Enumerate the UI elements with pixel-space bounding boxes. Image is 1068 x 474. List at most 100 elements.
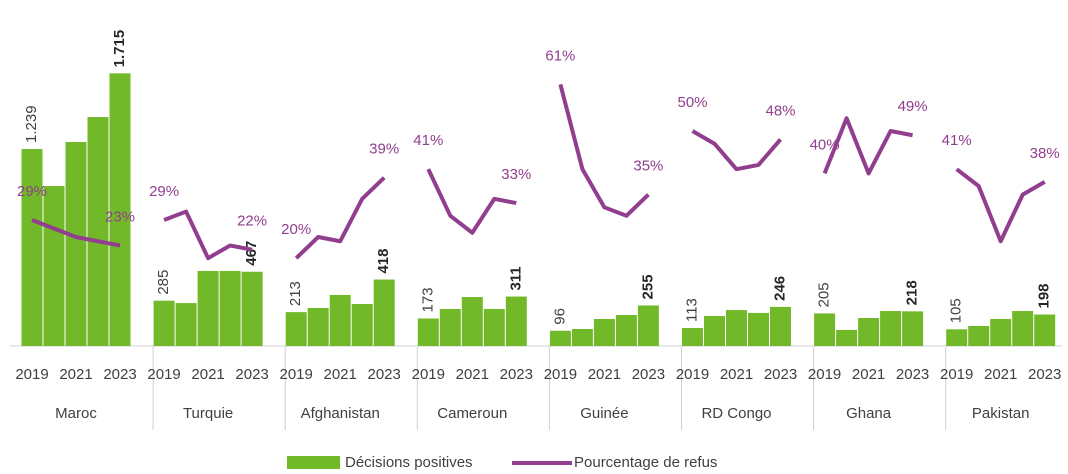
x-tick-label: 2023 [632,366,665,383]
bar [880,311,902,346]
bar [241,271,263,346]
x-tick-label: 2023 [500,366,533,383]
line-value-label: 35% [633,158,663,175]
bar [87,117,109,346]
x-tick-label: 2021 [324,366,357,383]
bar [439,308,461,346]
bar [175,303,197,346]
bar-value-label: 198 [1036,283,1053,308]
bar [549,330,571,346]
bar [858,318,880,346]
x-tick-label: 2019 [544,366,577,383]
bar-value-label: 285 [155,270,172,295]
line-value-label: 40% [810,136,840,153]
line-value-label: 50% [677,94,707,111]
bar [726,310,747,346]
bar [329,294,351,346]
bar [902,311,924,346]
group-label: Cameroun [437,405,507,422]
group-label: Turquie [183,405,233,422]
bar [153,300,175,346]
x-tick-label: 2021 [720,366,753,383]
bar [373,279,395,346]
group-label: Ghana [846,405,892,422]
x-tick-label: 2019 [808,366,841,383]
x-tick-label: 2019 [280,366,313,383]
bar [615,314,637,346]
x-tick-label: 2021 [59,366,92,383]
line-value-label: 29% [17,183,47,200]
bar [417,318,439,346]
bar-value-label: 255 [639,274,656,299]
x-tick-label: 2023 [368,366,401,383]
x-tick-label: 2019 [147,366,180,383]
bar [1012,311,1034,346]
x-tick-label: 2023 [764,366,797,383]
bar-value-label: 311 [507,266,524,290]
legend-label: Pourcentage de refus [574,454,717,471]
bar [836,329,858,346]
line-series [955,167,1046,244]
bar [285,312,307,346]
legend-swatch-bar [287,456,340,469]
bar [483,308,505,346]
group-label: Maroc [55,405,97,422]
group-label: RD Congo [701,405,771,422]
line-value-label: 48% [765,102,795,119]
bar-value-label: 418 [375,249,392,274]
bar [593,318,615,346]
x-tick-label: 2019 [676,366,709,383]
bar-value-label: 213 [287,281,304,306]
line-value-label: 23% [105,208,135,225]
x-tick-label: 2021 [456,366,489,383]
x-tick-label: 2021 [984,366,1017,383]
x-tick-label: 2023 [1028,366,1061,383]
bar [1034,314,1056,346]
bar [461,297,483,346]
bar-value-label: 113 [683,298,700,322]
bar [968,325,990,346]
bar [704,315,725,346]
line-value-label: 49% [898,98,928,115]
line-value-label: 41% [413,132,443,149]
group-label: Pakistan [972,405,1030,422]
x-tick-label: 2021 [852,366,885,383]
bar-value-label: 1.715 [111,30,128,68]
line-value-label: 41% [942,132,972,149]
line-value-label: 38% [1030,145,1060,162]
bar [770,306,791,346]
bar [109,73,131,346]
x-tick-label: 2023 [896,366,929,383]
bar [351,304,373,346]
bar [43,186,65,346]
x-tick-label: 2021 [191,366,224,383]
x-tick-label: 2023 [235,366,268,383]
bar [682,328,703,346]
line-series [31,218,121,248]
x-tick-label: 2019 [15,366,48,383]
bar [21,148,43,346]
bar-value-label: 205 [816,282,833,307]
line-value-label: 33% [501,166,531,183]
group-label: Afghanistan [301,405,380,422]
bar [571,328,593,346]
bar [637,305,659,346]
x-tick-label: 2019 [940,366,973,383]
line-series [294,176,386,260]
line-value-label: 22% [237,213,267,230]
line-value-label: 20% [281,221,311,238]
bar [219,270,241,346]
line-series [558,83,650,218]
bar-value-label: 173 [419,287,436,312]
group-label: Guinée [580,405,628,422]
legend-label: Décisions positives [345,454,473,471]
line-series [426,168,517,235]
bar-value-label: 96 [551,308,568,325]
bar [946,329,968,346]
x-tick-label: 2023 [103,366,136,383]
bar [505,296,527,346]
bar [307,307,329,346]
bar [990,318,1012,346]
bar [65,142,87,346]
